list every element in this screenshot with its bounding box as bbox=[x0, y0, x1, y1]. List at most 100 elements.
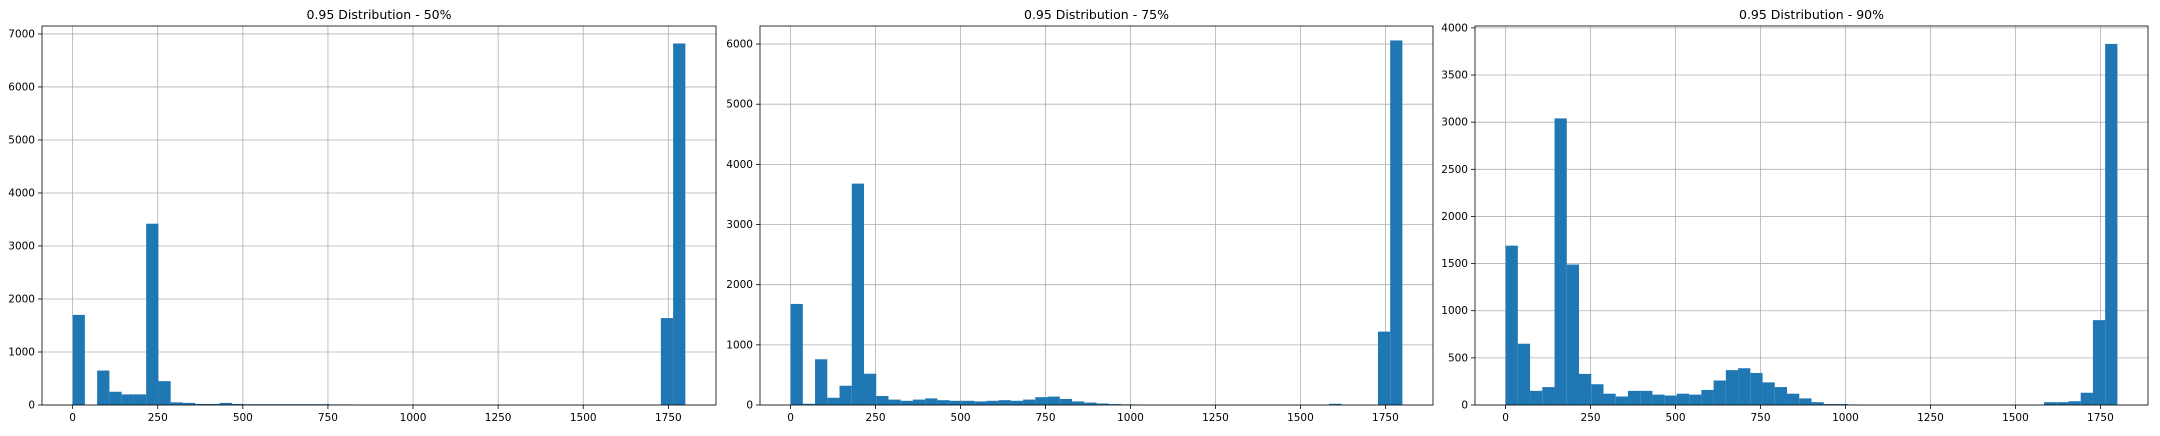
y-tick-label: 2000 bbox=[8, 293, 35, 305]
x-tick-label: 750 bbox=[318, 412, 338, 424]
histogram-bar bbox=[109, 392, 121, 405]
histogram-bar bbox=[815, 359, 827, 405]
histogram-bar bbox=[852, 184, 864, 405]
histogram-bar bbox=[1701, 390, 1713, 405]
histogram-bar bbox=[1812, 402, 1824, 405]
x-tick-label: 500 bbox=[951, 412, 971, 424]
y-tick-label: 1000 bbox=[726, 339, 753, 351]
y-tick-label: 4000 bbox=[1441, 22, 1468, 34]
y-tick-label: 3000 bbox=[8, 240, 35, 252]
histogram-bar bbox=[134, 394, 146, 405]
histogram-bar bbox=[1591, 384, 1603, 405]
histogram-bar bbox=[925, 398, 937, 405]
x-tick-label: 500 bbox=[1666, 412, 1686, 424]
histogram-bar bbox=[661, 318, 673, 405]
histogram-bar bbox=[1579, 374, 1591, 405]
y-tick-label: 5000 bbox=[726, 99, 753, 111]
histogram-bar bbox=[2081, 393, 2093, 405]
histogram-bar bbox=[901, 401, 913, 405]
chart-title: 0.95 Distribution - 75% bbox=[1024, 7, 1169, 22]
y-tick-label: 6000 bbox=[726, 39, 753, 51]
histogram-bar bbox=[1072, 401, 1084, 405]
histogram-bar bbox=[673, 43, 685, 405]
x-tick-label: 750 bbox=[1035, 412, 1055, 424]
y-tick-label: 7000 bbox=[8, 28, 35, 40]
y-tick-label: 500 bbox=[1448, 352, 1468, 364]
x-tick-label: 1000 bbox=[400, 412, 427, 424]
histogram-bar bbox=[1616, 397, 1628, 405]
y-tick-label: 4000 bbox=[8, 187, 35, 199]
plot-area bbox=[42, 26, 716, 405]
x-tick-label: 1500 bbox=[2002, 412, 2029, 424]
histogram-bar bbox=[1763, 382, 1775, 405]
histogram-bar bbox=[1506, 246, 1518, 405]
histogram-bar bbox=[2105, 44, 2117, 405]
histogram-bar bbox=[1378, 332, 1390, 405]
x-tick-label: 0 bbox=[787, 412, 794, 424]
y-tick-label: 1000 bbox=[8, 346, 35, 358]
histogram-bar bbox=[2056, 402, 2068, 405]
histogram-bar bbox=[986, 401, 998, 405]
x-tick-label: 250 bbox=[1581, 412, 1601, 424]
x-tick-label: 250 bbox=[866, 412, 886, 424]
histogram-bar bbox=[97, 371, 109, 405]
x-tick-label: 1500 bbox=[570, 412, 597, 424]
histogram-bar bbox=[1787, 394, 1799, 405]
y-tick-label: 2000 bbox=[726, 279, 753, 291]
x-tick-label: 1500 bbox=[1287, 412, 1314, 424]
histogram-bar bbox=[1799, 398, 1811, 405]
histogram-bar bbox=[1640, 391, 1652, 405]
histogram-bar bbox=[876, 396, 888, 405]
y-tick-label: 6000 bbox=[8, 81, 35, 93]
chart-title: 0.95 Distribution - 50% bbox=[307, 7, 452, 22]
x-tick-label: 1250 bbox=[485, 412, 512, 424]
x-tick-label: 1750 bbox=[2087, 412, 2114, 424]
histogram-bar bbox=[1628, 391, 1640, 405]
histogram-bar bbox=[864, 374, 876, 405]
histogram-bar bbox=[1750, 373, 1762, 405]
histogram-bar bbox=[1060, 399, 1072, 405]
histogram-bar bbox=[999, 400, 1011, 405]
histogram-bar bbox=[1677, 394, 1689, 405]
chart-title: 0.95 Distribution - 90% bbox=[1739, 7, 1884, 22]
histogram-bar bbox=[1775, 387, 1787, 405]
histogram-bar bbox=[1738, 368, 1750, 405]
x-tick-label: 500 bbox=[233, 412, 253, 424]
histogram-bar bbox=[1035, 397, 1047, 405]
x-tick-label: 250 bbox=[148, 412, 168, 424]
histogram-bar bbox=[1390, 40, 1402, 405]
x-tick-label: 1750 bbox=[1372, 412, 1399, 424]
x-tick-label: 0 bbox=[1502, 412, 1509, 424]
histogram-bar bbox=[2068, 401, 2080, 405]
histogram-bar bbox=[1726, 370, 1738, 405]
histogram-bar bbox=[1542, 387, 1554, 405]
histogram-bar bbox=[1518, 344, 1530, 405]
histogram-bar bbox=[1689, 395, 1701, 405]
x-tick-label: 1250 bbox=[1917, 412, 1944, 424]
histogram-bar bbox=[1048, 397, 1060, 405]
histogram-bar bbox=[1555, 118, 1567, 405]
y-tick-label: 0 bbox=[1461, 400, 1468, 412]
y-tick-label: 1000 bbox=[1441, 305, 1468, 317]
histogram-bar bbox=[1530, 391, 1542, 405]
histogram-bar bbox=[1011, 401, 1023, 405]
y-tick-label: 3000 bbox=[726, 219, 753, 231]
x-tick-label: 0 bbox=[69, 412, 76, 424]
x-tick-label: 1250 bbox=[1202, 412, 1229, 424]
histogram-bar bbox=[158, 381, 170, 405]
y-tick-label: 4000 bbox=[726, 159, 753, 171]
histogram-bar bbox=[73, 315, 85, 405]
y-tick-label: 3500 bbox=[1441, 70, 1468, 82]
histogram-bar bbox=[1714, 380, 1726, 405]
histogram-bar bbox=[962, 401, 974, 405]
y-tick-label: 0 bbox=[28, 400, 35, 412]
y-tick-label: 1500 bbox=[1441, 258, 1468, 270]
y-tick-label: 5000 bbox=[8, 134, 35, 146]
histogram-bar bbox=[1567, 265, 1579, 405]
histogram-bar bbox=[1603, 394, 1615, 405]
